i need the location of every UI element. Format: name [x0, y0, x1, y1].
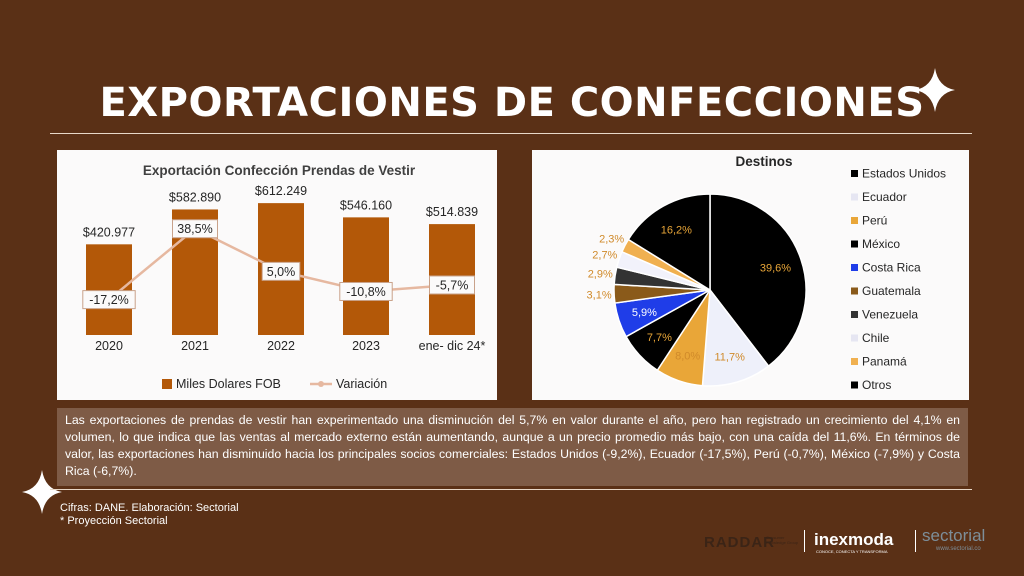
- legend-swatch: [851, 334, 858, 342]
- variation-label-box: [339, 281, 393, 301]
- pie-data-label: 5,9%: [632, 307, 657, 319]
- x-tick-label: 2021: [181, 339, 209, 353]
- bar-value-label: $546.160: [340, 198, 392, 212]
- logo-separator: [804, 530, 805, 552]
- pie-data-label: 11,7%: [714, 351, 745, 363]
- variation-label-box: [172, 219, 218, 239]
- pie-data-label: 2,3%: [599, 234, 624, 246]
- chart-title: Exportación Confección Prendas de Vestir: [143, 163, 416, 178]
- footnote: * Proyección Sectorial: [60, 515, 168, 527]
- legend-bar-swatch: [162, 379, 172, 389]
- legend-label: Panamá: [862, 355, 907, 369]
- legend-swatch: [851, 381, 858, 389]
- variation-label: 5,0%: [267, 265, 296, 279]
- pie-data-label: 39,6%: [760, 263, 791, 275]
- legend-label: Ecuador: [862, 190, 907, 204]
- pie-chart: Destinos 39,6% 11,7% 8,0%7,7% 5,9% 3,1% 2,9% 2,…: [587, 154, 947, 392]
- legend-line-marker: [318, 381, 324, 387]
- footer-divider: [50, 489, 972, 490]
- variation-label-box: [82, 290, 136, 310]
- bar-value-label: $514.839: [426, 205, 478, 219]
- legend-label: Costa Rica: [862, 261, 921, 275]
- legend-bar-label: Miles Dolares FOB: [176, 377, 281, 391]
- bar-value-label: $612.249: [255, 184, 307, 198]
- source-note: Cifras: DANE. Elaboración: Sectorial: [60, 502, 239, 514]
- bar: [343, 217, 389, 335]
- legend-swatch: [851, 311, 858, 318]
- pie-slice: [627, 193, 711, 292]
- summary-text: Las exportaciones de prendas de vestir h…: [57, 408, 968, 486]
- legend-label: México: [862, 237, 900, 251]
- sectorial-logo-subtitle: www.sectorial.co: [936, 546, 981, 552]
- pie-data-label: 7,7%: [647, 332, 672, 344]
- legend-label: Otros: [862, 378, 891, 392]
- chart-title: Destinos: [735, 154, 792, 169]
- pie-data-label: 2,7%: [592, 250, 617, 262]
- legend-swatch: [851, 264, 858, 271]
- logo-separator: [915, 530, 916, 552]
- legend-label: Chile: [862, 331, 890, 345]
- legend-label: Guatemala: [862, 284, 921, 298]
- bar-chart-panel: Exportación Confección Prendas de Vestir…: [57, 150, 497, 400]
- sparkle-icon: [915, 68, 955, 112]
- legend-swatch: [851, 170, 858, 177]
- x-tick-label: 2020: [95, 339, 123, 353]
- pie-data-label: 2,9%: [588, 269, 613, 281]
- pie-slice: [709, 193, 807, 368]
- legend-label: Perú: [862, 214, 887, 228]
- legend-label: Venezuela: [862, 308, 918, 322]
- pie-chart-panel: Destinos 39,6% 11,7% 8,0% 7,7% 5,9% 3,1% 2,9% 2,…: [532, 150, 969, 400]
- inexmoda-logo-subtitle: CONOCE, CONECTA Y TRANSFORMA: [816, 549, 888, 554]
- x-tick-label: 2022: [267, 339, 295, 353]
- pie-data-label: 8,0%: [675, 350, 700, 362]
- sectorial-logo: sectorial: [922, 526, 986, 545]
- x-tick-label: 2023: [352, 339, 380, 353]
- variation-label: 38,5%: [177, 222, 212, 236]
- pie-data-label: 16,2%: [661, 225, 692, 237]
- legend-swatch: [851, 217, 858, 224]
- bar-value-label: $582.890: [169, 190, 221, 204]
- title-divider: [50, 133, 972, 134]
- legend-swatch: [851, 358, 858, 365]
- pie-data-label: 3,1%: [587, 289, 612, 301]
- bar: [86, 244, 132, 335]
- page-title: EXPORTACIONES DE CONFECCIONES: [99, 80, 925, 126]
- legend-line-label: Variación: [336, 377, 387, 391]
- legend-swatch: [851, 240, 858, 248]
- x-tick-label: ene- dic 24*: [419, 339, 486, 353]
- bar-chart: Exportación Confección Prendas de Vestir…: [82, 163, 486, 391]
- pie-slice: [701, 287, 770, 387]
- bar-value-label: $420.977: [83, 225, 135, 239]
- legend-swatch: [851, 193, 858, 201]
- raddar-logo-subtitle: Consumer Knowledge Group: [766, 535, 799, 545]
- variation-label-box: [261, 261, 301, 281]
- variation-label: -10,8%: [346, 285, 386, 299]
- variation-label: -5,7%: [436, 278, 469, 292]
- legend-label: Estados Unidos: [862, 167, 946, 181]
- variation-label-box: [429, 275, 475, 295]
- legend-swatch: [851, 287, 858, 295]
- logo-strip: RADDAR Consumer Knowledge Group inexmoda…: [700, 526, 1010, 556]
- variation-label: -17,2%: [89, 293, 129, 307]
- raddar-logo: RADDAR: [704, 534, 775, 551]
- inexmoda-logo: inexmoda: [814, 530, 894, 549]
- sparkle-icon: [22, 470, 62, 514]
